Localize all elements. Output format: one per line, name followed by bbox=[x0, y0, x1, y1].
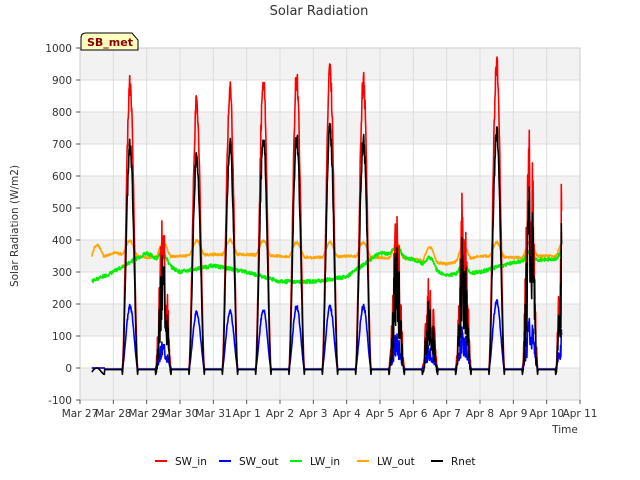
x-tick-label: Apr 3 bbox=[299, 408, 327, 420]
legend-label-sw-in: SW_in bbox=[175, 456, 207, 468]
x-tick-label: Mar 30 bbox=[162, 408, 199, 420]
grid-lines bbox=[79, 47, 581, 401]
legend-label-lw-in: LW_in bbox=[310, 456, 340, 468]
x-tick-label: Apr 11 bbox=[563, 408, 598, 420]
legend-label-lw-out: LW_out bbox=[377, 456, 415, 468]
y-tick-label: 500 bbox=[52, 203, 72, 215]
plot-frame bbox=[79, 47, 581, 401]
station-badge: SB_met bbox=[80, 32, 139, 51]
x-tick-label: Apr 7 bbox=[433, 408, 461, 420]
x-tick-label: Mar 27 bbox=[62, 408, 99, 420]
x-tick-label: Apr 4 bbox=[333, 408, 362, 420]
x-tick-label: Apr 8 bbox=[466, 408, 494, 420]
y-axis-label: Solar Radiation (W/m2) bbox=[9, 165, 21, 287]
x-tick-label: Mar 31 bbox=[195, 408, 232, 420]
y-tick-label: 1000 bbox=[45, 43, 72, 55]
y-axis-ticks: -100 0 100 200 300 400 500 600 700 800 900 1000 bbox=[45, 43, 80, 407]
y-tick-label: -100 bbox=[48, 395, 72, 407]
series-lines bbox=[91, 56, 563, 376]
y-tick-label: 200 bbox=[52, 299, 72, 311]
y-tick-label: 0 bbox=[65, 363, 72, 375]
y-tick-label: 400 bbox=[52, 235, 72, 247]
x-tick-label: Apr 6 bbox=[399, 408, 428, 420]
plot-bands bbox=[80, 48, 580, 400]
y-tick-label: 800 bbox=[52, 107, 72, 119]
x-tick-label: Apr 10 bbox=[529, 408, 564, 420]
x-tick-label: Apr 1 bbox=[233, 408, 261, 420]
plot-band bbox=[80, 304, 580, 336]
y-tick-label: 300 bbox=[52, 267, 72, 279]
series-line-lw-in bbox=[91, 244, 563, 285]
chart-title: Solar Radiation bbox=[270, 4, 369, 19]
x-tick-label: Apr 5 bbox=[366, 408, 394, 420]
legend-label-rnet: Rnet bbox=[451, 456, 476, 468]
plot-band bbox=[80, 368, 580, 400]
station-badge-label: SB_met bbox=[87, 36, 133, 49]
x-axis-label: Time bbox=[551, 424, 578, 436]
plot-band bbox=[80, 176, 580, 208]
y-tick-label: 600 bbox=[52, 171, 72, 183]
legend: SW_in SW_out LW_in LW_out Rnet bbox=[155, 456, 476, 468]
x-tick-label: Apr 9 bbox=[499, 408, 527, 420]
x-tick-label: Mar 28 bbox=[95, 408, 132, 420]
y-tick-label: 700 bbox=[52, 139, 72, 151]
series-line-rnet bbox=[91, 122, 563, 376]
legend-label-sw-out: SW_out bbox=[239, 456, 279, 468]
x-tick-label: Mar 29 bbox=[128, 408, 165, 420]
x-tick-label: Apr 2 bbox=[266, 408, 294, 420]
y-tick-label: 100 bbox=[52, 331, 72, 343]
y-tick-label: 900 bbox=[52, 75, 72, 87]
